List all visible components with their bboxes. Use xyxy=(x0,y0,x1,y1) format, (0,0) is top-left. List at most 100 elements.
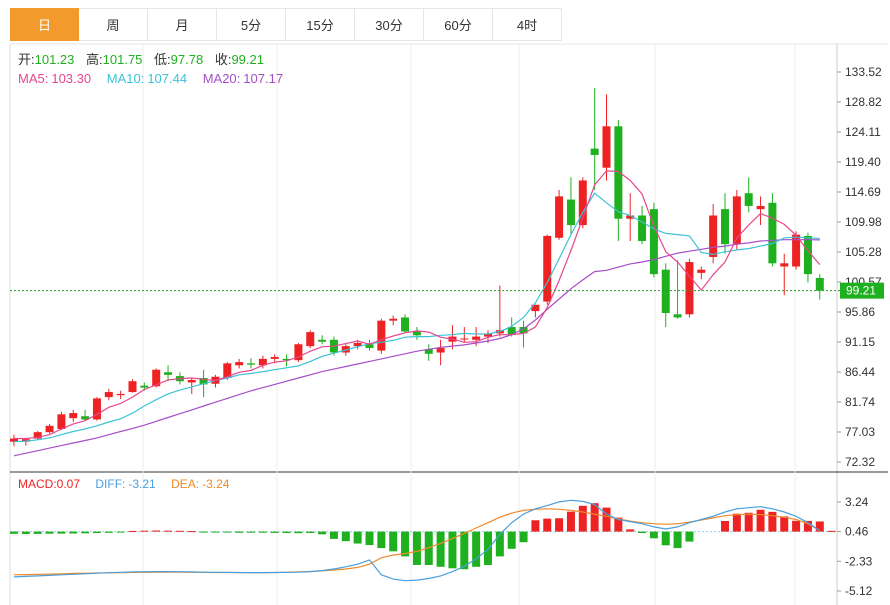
tab-30min[interactable]: 30分 xyxy=(355,8,424,41)
macd-bar-47 xyxy=(566,511,575,532)
candle-body-12 xyxy=(152,369,161,387)
candle-body-25 xyxy=(306,332,315,347)
close-value: 99.21 xyxy=(231,52,264,67)
price-tick-4: 114.69 xyxy=(845,185,881,199)
macd-bar-21 xyxy=(258,531,267,533)
macd-lines xyxy=(13,499,821,582)
candle-body-58 xyxy=(697,269,706,273)
candle-body-45 xyxy=(543,235,552,302)
tab-5min[interactable]: 5分 xyxy=(217,8,286,41)
macd-histogram xyxy=(10,503,837,570)
candle-body-0 xyxy=(10,438,18,442)
candle-body-48 xyxy=(578,180,587,226)
candle-body-4 xyxy=(57,414,66,429)
macd-bar-15 xyxy=(187,531,196,533)
macd-bar-16 xyxy=(199,531,208,533)
macd-bar-27 xyxy=(329,531,338,539)
candle-body-43 xyxy=(519,327,528,334)
candle-body-40 xyxy=(484,333,492,337)
ma20-value: 107.17 xyxy=(243,71,283,86)
macd-bar-45 xyxy=(543,518,552,532)
candle-body-7 xyxy=(92,398,101,420)
macd-bar-48 xyxy=(578,505,587,532)
candle-body-8 xyxy=(104,392,113,398)
high-label: 高: xyxy=(86,52,103,67)
price-tick-10: 86.44 xyxy=(845,365,875,379)
candle-body-32 xyxy=(389,318,398,321)
ohlc-info: 开:101.23 高:101.75 低:97.78 收:99.21 xyxy=(18,52,264,67)
dea-label: DEA: xyxy=(171,477,199,491)
candle-body-31 xyxy=(377,320,386,351)
tab-month[interactable]: 月 xyxy=(148,8,217,41)
candle-body-66 xyxy=(792,234,801,267)
price-tick-0: 133.52 xyxy=(845,65,882,79)
candle-body-47 xyxy=(566,199,575,226)
tab-day[interactable]: 日 xyxy=(10,8,79,41)
tab-week[interactable]: 周 xyxy=(79,8,148,41)
high-value: 101.75 xyxy=(103,52,143,67)
ma10-value: 107.44 xyxy=(147,71,187,86)
candle-body-63 xyxy=(756,205,765,210)
macd-bar-69 xyxy=(827,530,836,532)
candle-body-52 xyxy=(626,215,635,219)
macd-tick-2: -2.33 xyxy=(845,554,873,568)
candle-body-2 xyxy=(33,432,42,439)
macd-bar-68 xyxy=(815,521,824,532)
candle-body-13 xyxy=(164,372,173,375)
price-tick-2: 124.11 xyxy=(845,125,881,139)
candle-body-9 xyxy=(116,393,125,396)
candle-body-21 xyxy=(258,358,267,366)
candle-body-62 xyxy=(744,193,753,206)
candle-body-6 xyxy=(81,416,90,420)
low-value: 97.78 xyxy=(171,52,204,67)
price-tick-6: 105.28 xyxy=(845,245,882,259)
open-value: 101.23 xyxy=(35,52,75,67)
tab-4hour[interactable]: 4时 xyxy=(493,8,562,41)
candle-body-68 xyxy=(815,277,824,291)
macd-bar-20 xyxy=(247,531,255,533)
ma10-label: MA10: xyxy=(107,71,145,86)
tab-15min[interactable]: 15分 xyxy=(286,8,355,41)
period-tabs: 日 周 月 5分 15分 30分 60分 4时 xyxy=(10,8,562,43)
candle-body-18 xyxy=(223,363,232,379)
candle-body-51 xyxy=(614,126,623,219)
macd-bar-46 xyxy=(555,518,564,532)
price-tick-11: 81.74 xyxy=(845,395,875,409)
candle-body-24 xyxy=(294,344,303,361)
macd-bar-8 xyxy=(104,531,113,533)
macd-bar-18 xyxy=(223,531,232,533)
macd-bar-22 xyxy=(270,531,279,533)
macd-bar-17 xyxy=(211,531,220,533)
macd-bar-28 xyxy=(341,531,350,542)
macd-bar-11 xyxy=(140,530,149,532)
macd-bar-66 xyxy=(792,520,801,532)
low-label: 低: xyxy=(154,52,171,67)
candle-body-49 xyxy=(590,148,599,155)
y-axis-labels: 133.52 128.82 124.11 119.40 114.69 109.98 105.… xyxy=(837,65,882,598)
macd-bar-50 xyxy=(602,507,611,532)
price-tick-8: 95.86 xyxy=(845,305,875,319)
macd-bar-29 xyxy=(353,531,362,544)
candle-body-3 xyxy=(45,425,54,433)
macd-bar-39 xyxy=(472,531,481,567)
candle-body-55 xyxy=(661,269,670,314)
price-tick-3: 119.40 xyxy=(845,155,881,169)
price-tick-1: 128.82 xyxy=(845,95,882,109)
macd-bar-54 xyxy=(649,531,658,539)
tab-60min[interactable]: 60分 xyxy=(424,8,493,41)
macd-tick-0: 3.24 xyxy=(845,495,869,509)
dea-value: -3.24 xyxy=(202,477,230,491)
candle-body-54 xyxy=(649,209,658,275)
macd-bar-19 xyxy=(235,531,244,533)
macd-bar-4 xyxy=(57,531,66,534)
diff-label: DIFF: xyxy=(95,477,125,491)
macd-bar-24 xyxy=(294,531,303,534)
candle-body-60 xyxy=(721,209,729,245)
candle-body-5 xyxy=(69,413,78,419)
macd-bar-3 xyxy=(45,531,54,534)
candle-body-30 xyxy=(365,344,374,349)
ma20-label: MA20: xyxy=(203,71,241,86)
candlesticks xyxy=(10,88,824,447)
macd-bar-9 xyxy=(116,531,125,533)
macd-bar-7 xyxy=(92,531,101,534)
